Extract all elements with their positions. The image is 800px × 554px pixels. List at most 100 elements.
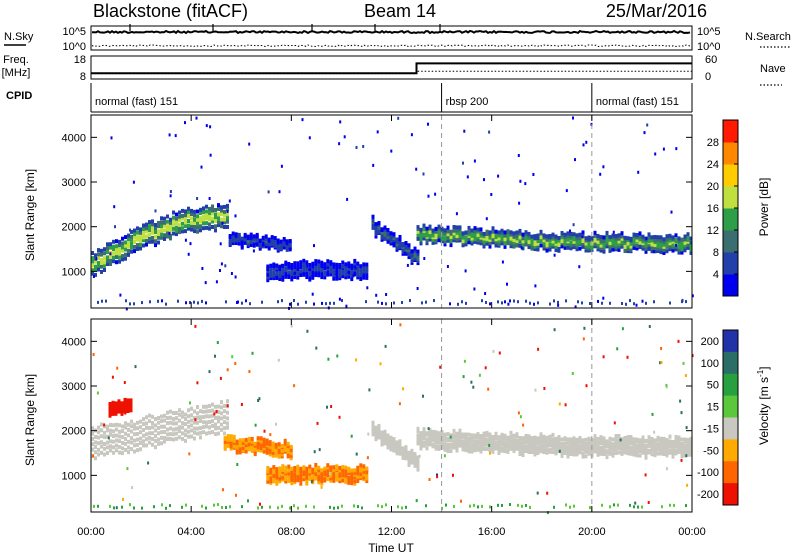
echo-cell	[154, 209, 157, 213]
echo-cell	[266, 278, 270, 283]
echo-cell	[193, 430, 196, 435]
echo-cell	[560, 441, 564, 446]
echo-cell	[476, 439, 480, 444]
echo-cell	[317, 267, 321, 272]
echo-cell	[202, 425, 205, 430]
echo-cell	[250, 444, 254, 449]
echo-cell	[512, 238, 516, 242]
echo-cell	[602, 448, 606, 453]
echo-cell	[530, 245, 534, 249]
echo-cell	[383, 433, 387, 438]
echo-cell	[437, 229, 441, 234]
echo-cell	[680, 441, 684, 446]
echo-cell	[521, 232, 525, 237]
echo-cell	[142, 235, 145, 240]
echo-cell	[115, 427, 118, 432]
echo-cell	[581, 236, 585, 241]
echo-cell	[199, 219, 202, 224]
echo-cell	[401, 247, 405, 252]
echo-cell	[671, 235, 675, 240]
echo-cell	[554, 451, 558, 456]
echo-cell	[127, 422, 130, 427]
echo-cell	[455, 434, 459, 439]
echo-cell	[443, 446, 447, 450]
echo-cell	[365, 474, 369, 479]
echo-cell	[449, 235, 453, 239]
echo-cell	[623, 447, 627, 452]
echo-cell	[148, 413, 151, 418]
y-tick-label: 3000	[62, 177, 86, 189]
echo-cell	[277, 454, 281, 459]
echo-cell	[521, 504, 523, 508]
echo-cell	[208, 206, 211, 211]
echo-cell	[275, 274, 279, 279]
echo-cell	[202, 415, 205, 419]
echo-cell	[175, 212, 178, 217]
echo-cell	[196, 431, 199, 436]
echo-cell	[542, 233, 546, 238]
echo-cell	[311, 272, 315, 277]
echo-cell	[686, 236, 690, 241]
echo-cell	[103, 435, 106, 440]
echo-cell	[326, 477, 330, 482]
echo-cell	[97, 252, 100, 257]
echo-cell	[665, 385, 668, 389]
echo-cell	[353, 270, 357, 275]
echo-cell	[566, 454, 570, 459]
echo-cell	[130, 229, 133, 234]
echo-cell	[284, 260, 288, 265]
echo-cell	[617, 441, 621, 446]
echo-cell	[641, 234, 645, 239]
echo-cell	[515, 230, 519, 235]
echo-cell	[553, 505, 555, 509]
echo-cell	[371, 420, 375, 425]
echo-cell	[659, 449, 663, 454]
echo-cell	[548, 242, 552, 247]
echo-cell	[305, 263, 309, 268]
echo-cell	[578, 436, 582, 440]
echo-cell	[365, 275, 369, 280]
echo-cell	[413, 256, 417, 261]
echo-cell	[392, 232, 396, 237]
echo-cell	[677, 244, 681, 249]
echo-cell	[229, 444, 233, 449]
echo-cell	[282, 237, 286, 241]
echo-cell	[665, 437, 669, 442]
echo-cell	[268, 452, 272, 457]
echo-cell	[662, 147, 665, 151]
echo-cell	[266, 473, 270, 478]
echo-cell	[148, 431, 151, 436]
echo-cell	[509, 446, 513, 451]
echo-cell	[674, 247, 678, 252]
echo-cell	[94, 264, 97, 269]
echo-cell	[145, 443, 148, 448]
echo-cell	[184, 238, 187, 242]
echo-cell	[572, 235, 576, 240]
echo-cell	[367, 432, 370, 436]
echo-cell	[269, 269, 273, 274]
echo-cell	[205, 216, 208, 221]
echo-cell	[617, 450, 621, 455]
echo-cell	[278, 270, 282, 275]
echo-cell	[287, 270, 291, 275]
echo-cell	[335, 472, 339, 477]
echo-cell	[121, 429, 124, 434]
echo-cell	[187, 210, 190, 214]
echo-cell	[127, 237, 130, 242]
echo-cell	[205, 424, 208, 429]
echo-cell	[154, 239, 157, 244]
echo-cell	[141, 301, 143, 305]
echo-cell	[383, 225, 387, 230]
echo-cell	[124, 247, 127, 252]
echo-cell	[266, 275, 270, 280]
echo-cell	[220, 217, 223, 222]
echo-cell	[271, 441, 275, 446]
echo-cell	[584, 437, 588, 442]
echo-cell	[113, 506, 115, 510]
echo-cell	[202, 206, 205, 211]
echo-cell	[326, 405, 328, 409]
echo-cell	[172, 427, 175, 432]
echo-cell	[133, 422, 136, 427]
echo-cell	[473, 448, 477, 453]
